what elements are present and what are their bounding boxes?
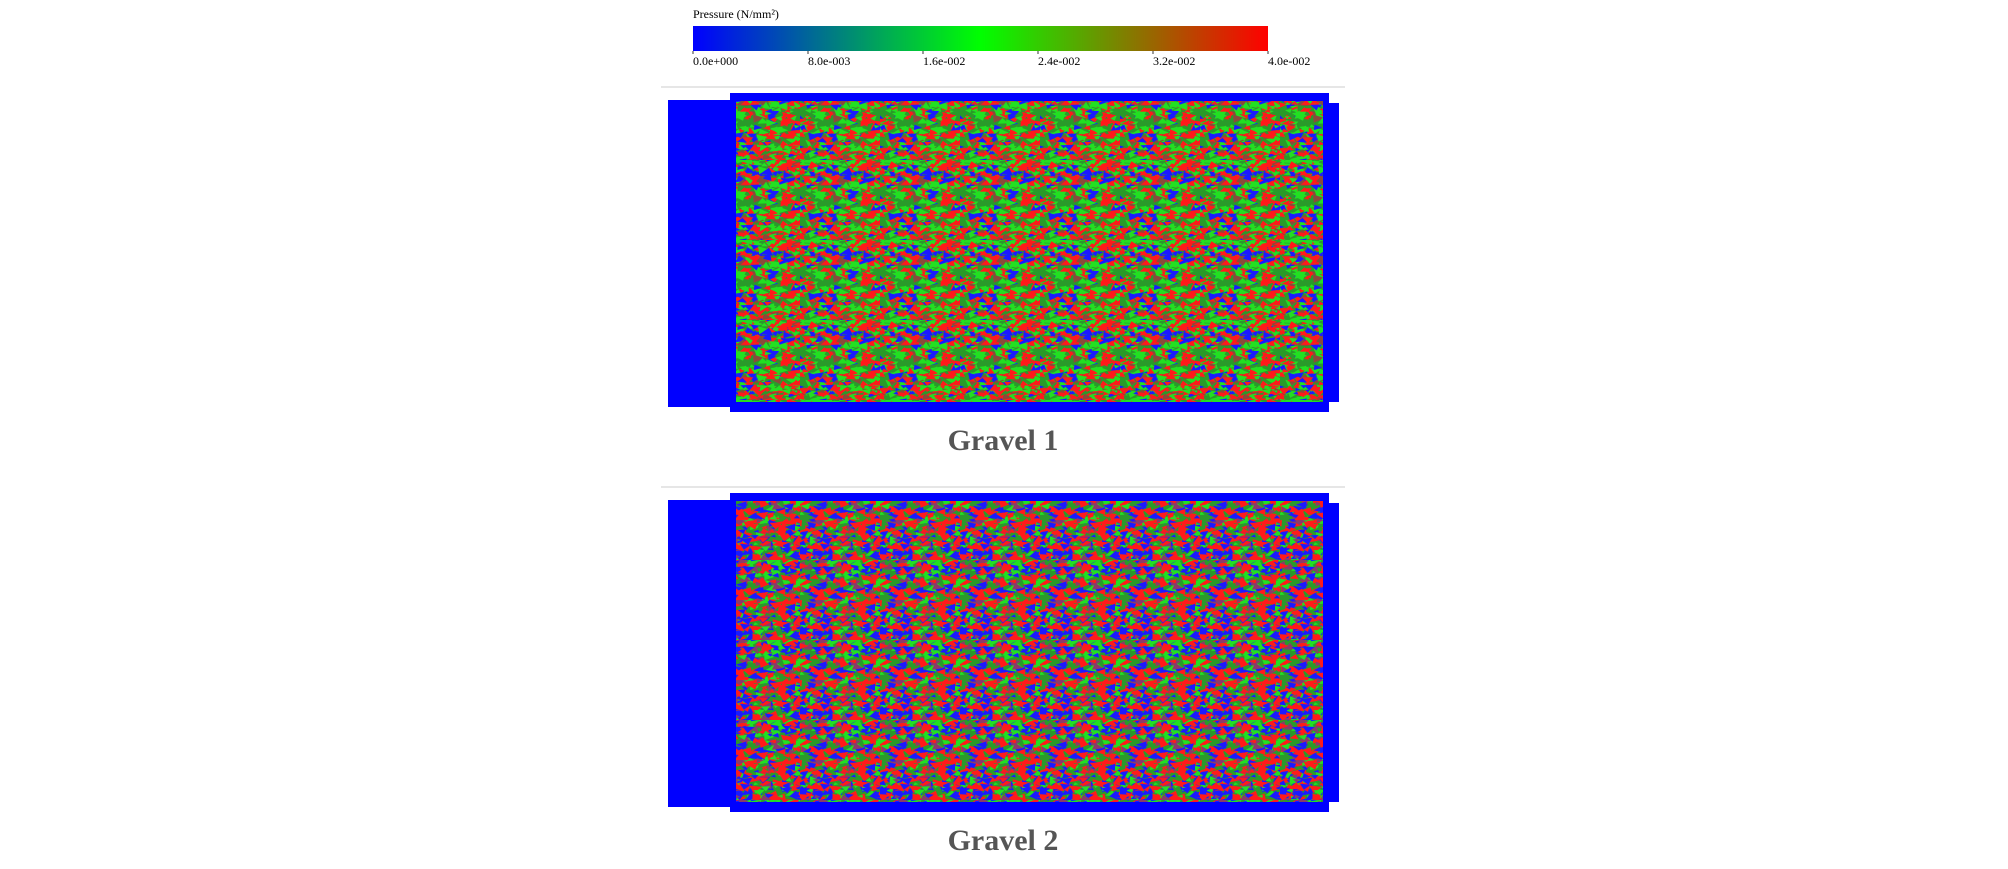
panel-label: Gravel 2 [948, 824, 1059, 857]
colorbar-tick-label: 3.2e-002 [1153, 54, 1195, 68]
inlet-block [668, 100, 732, 407]
colorbar [693, 26, 1268, 51]
panel-label: Gravel 1 [948, 424, 1059, 457]
colorbar-tick-label: 1.6e-002 [923, 54, 965, 68]
colorbar-tick-label: 0.0e+000 [693, 54, 738, 68]
colorbar-tick-label: 8.0e-003 [808, 54, 850, 68]
inlet-block [668, 500, 732, 807]
colorbar-title: Pressure (N/mm²) [693, 7, 779, 21]
colorbar-tick-label: 2.4e-002 [1038, 54, 1080, 68]
pressure-field [736, 501, 1323, 802]
pressure-field [736, 101, 1323, 402]
colorbar-tick-label: 4.0e-002 [1268, 54, 1310, 68]
